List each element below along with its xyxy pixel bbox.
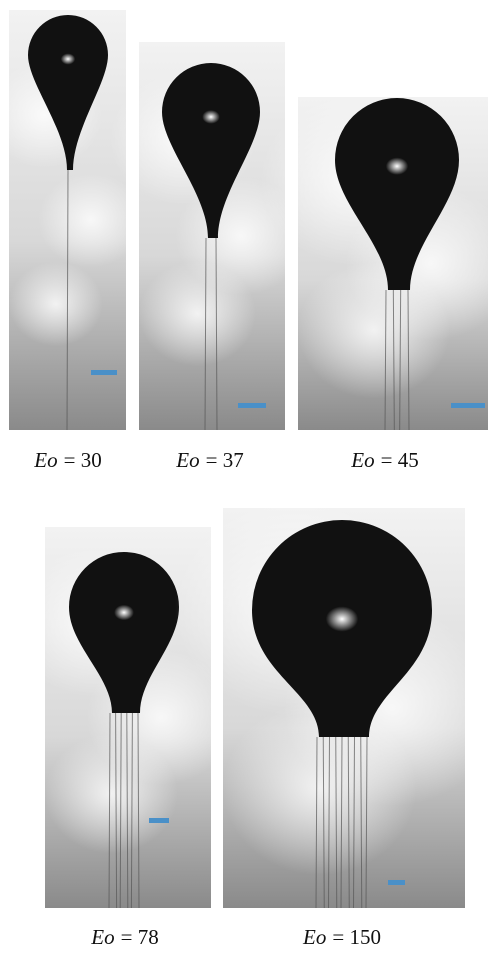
- panel-label: Eo = 45: [350, 448, 418, 472]
- figure: Eo= 30Eo= 37Eo= 45Eo= 78Eo= 150: [0, 0, 491, 958]
- scale-bar: [388, 880, 405, 885]
- bubble-highlight: [326, 606, 358, 631]
- label-symbol: Eo: [175, 448, 199, 472]
- cloud: [45, 734, 178, 854]
- label-symbol: Eo: [302, 925, 326, 949]
- label-value: = 45: [381, 448, 419, 472]
- page: {"panels": [ {"label": {"symbol": "Eo", …: [0, 0, 491, 958]
- scale-bar: [91, 370, 117, 375]
- label-symbol: Eo: [350, 448, 374, 472]
- label-value: = 78: [121, 925, 159, 949]
- scale-bar: [149, 818, 169, 823]
- cloud: [9, 262, 103, 346]
- photo-panel: [0, 10, 144, 430]
- bubble-highlight: [202, 110, 220, 124]
- label-value: = 150: [332, 925, 381, 949]
- label-value: = 37: [206, 448, 244, 472]
- label-symbol: Eo: [33, 448, 57, 472]
- panel-label: Eo = 30: [33, 448, 101, 472]
- panel-label: Eo = 78: [90, 925, 158, 949]
- label-value: = 30: [64, 448, 102, 472]
- cloud: [298, 262, 450, 399]
- scale-bar: [238, 403, 266, 408]
- bubble-highlight: [61, 53, 75, 64]
- panel-label: Eo= 150: [302, 925, 381, 949]
- bubble-highlight: [114, 605, 134, 620]
- label-symbol: Eo: [90, 925, 114, 949]
- scale-bar: [451, 403, 485, 408]
- photo-panel: [110, 42, 307, 430]
- cloud: [38, 173, 143, 268]
- cloud: [139, 261, 256, 366]
- bubble-highlight: [386, 158, 408, 175]
- panel-label: Eo = 37: [175, 448, 243, 472]
